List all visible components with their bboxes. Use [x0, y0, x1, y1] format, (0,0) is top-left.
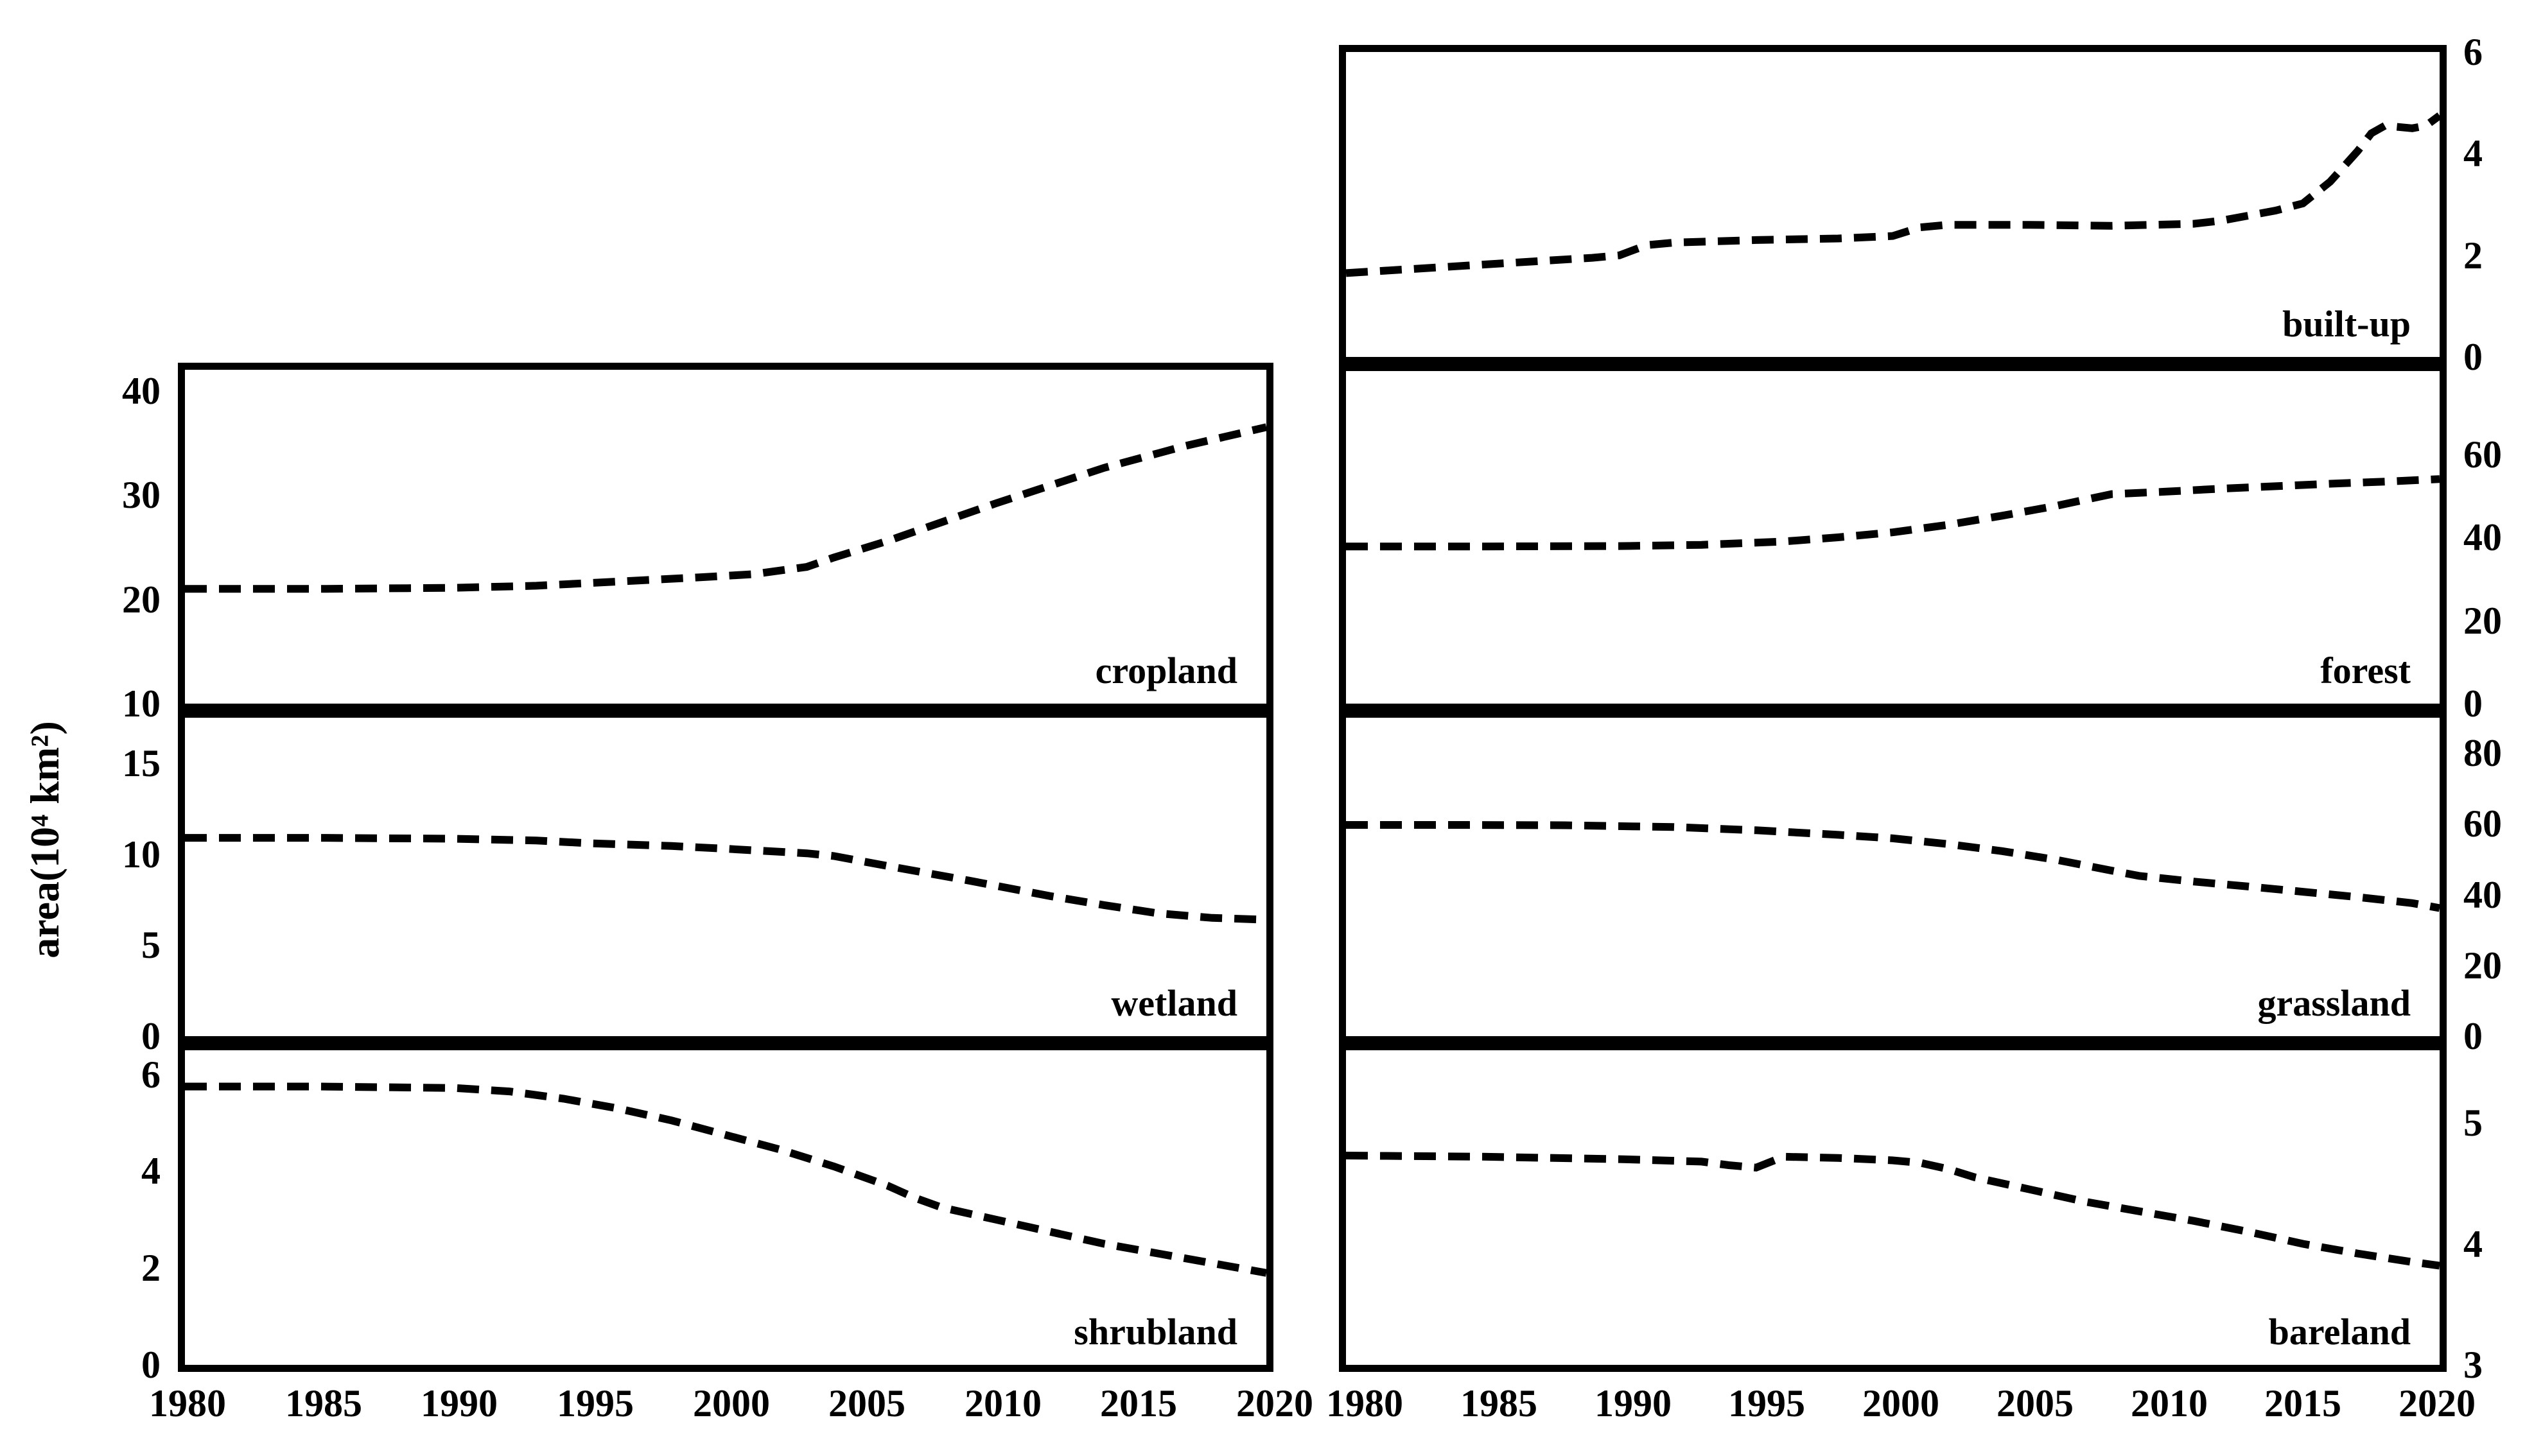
left-column-x-tick-label: 1980 [149, 1382, 226, 1425]
panel-shrubland: shrubland [178, 1043, 1273, 1372]
grassland-y-tick-label: 0 [2463, 1015, 2483, 1057]
wetland-y-tick-label: 15 [122, 742, 161, 784]
cropland-y-tick-label: 20 [122, 578, 161, 621]
built-up-y-tick-label: 2 [2463, 234, 2483, 277]
panel-label-bareland: bareland [2268, 1311, 2411, 1353]
grassland-y-tick-label: 60 [2463, 802, 2502, 845]
left-column-x-tick-label: 1995 [557, 1382, 634, 1425]
cropland-series-line [185, 423, 1266, 593]
left-column-x-tick-label: 2015 [1100, 1382, 1177, 1425]
right-column-x-tick-label: 2020 [2399, 1382, 2476, 1425]
wetland-series-line [185, 834, 1266, 924]
panel-label-shrubland: shrubland [1074, 1311, 1237, 1353]
forest-y-tick-label: 40 [2463, 516, 2502, 559]
panel-label-grassland: grassland [2257, 982, 2411, 1024]
left-column-x-tick-label: 2000 [693, 1382, 770, 1425]
wetland-y-tick-label: 0 [141, 1015, 161, 1057]
right-column-x-tick-label: 1980 [1326, 1382, 1403, 1425]
built-up-y-tick-label: 6 [2463, 31, 2483, 73]
built-up-line-chart [1346, 112, 2440, 277]
shrubland-y-tick-label: 0 [141, 1344, 161, 1386]
wetland-y-tick-label: 5 [141, 924, 161, 966]
grassland-y-tick-label: 80 [2463, 732, 2502, 774]
shrubland-line-chart [185, 1082, 1266, 1277]
right-column-x-tick-label: 1990 [1595, 1382, 1672, 1425]
left-column-x-tick-label: 2010 [965, 1382, 1042, 1425]
panel-forest: forest [1339, 364, 2447, 711]
panel-built-up: built-up [1339, 45, 2447, 364]
right-column-x-tick-label: 1985 [1460, 1382, 1537, 1425]
panel-grassland: grassland [1339, 711, 2447, 1043]
wetland-line-chart [185, 834, 1266, 924]
panel-label-forest: forest [2320, 650, 2411, 691]
bareland-y-tick-label: 3 [2463, 1344, 2483, 1386]
shrubland-y-tick-label: 4 [141, 1150, 161, 1192]
panel-label-built-up: built-up [2282, 303, 2411, 345]
panel-cropland: cropland [178, 363, 1273, 711]
forest-line-chart [1346, 475, 2440, 551]
left-column-x-tick-label: 2020 [1236, 1382, 1313, 1425]
panel-label-cropland: cropland [1095, 650, 1237, 691]
panel-bareland: bareland [1339, 1043, 2447, 1372]
left-column-x-tick-label: 2005 [828, 1382, 905, 1425]
panel-label-wetland: wetland [1111, 982, 1237, 1024]
right-column-x-tick-label: 2010 [2131, 1382, 2208, 1425]
panel-wetland: wetland [178, 711, 1273, 1043]
bareland-y-tick-label: 5 [2463, 1102, 2483, 1144]
shrubland-y-tick-label: 6 [141, 1053, 161, 1096]
cropland-line-chart [185, 423, 1266, 593]
built-up-y-tick-label: 0 [2463, 336, 2483, 378]
right-column-x-tick-label: 2000 [1862, 1382, 1939, 1425]
shrubland-series-line [185, 1082, 1266, 1277]
forest-y-tick-label: 0 [2463, 682, 2483, 725]
shrubland-y-tick-label: 2 [141, 1247, 161, 1289]
grassland-series-line [1346, 821, 2440, 912]
wetland-y-tick-label: 10 [122, 833, 161, 876]
cropland-y-tick-label: 40 [122, 370, 161, 412]
forest-y-tick-label: 20 [2463, 600, 2502, 642]
built-up-series-line [1346, 112, 2440, 277]
left-column-x-tick-label: 1985 [285, 1382, 362, 1425]
built-up-y-tick-label: 4 [2463, 132, 2483, 175]
right-column-x-tick-label: 1995 [1728, 1382, 1805, 1425]
grassland-line-chart [1346, 821, 2440, 912]
grassland-y-tick-label: 20 [2463, 944, 2502, 987]
grassland-y-tick-label: 40 [2463, 874, 2502, 916]
cropland-y-tick-label: 10 [122, 682, 161, 725]
bareland-series-line [1346, 1152, 2440, 1270]
forest-y-tick-label: 60 [2463, 433, 2502, 476]
cropland-y-tick-label: 30 [122, 474, 161, 516]
left-column-x-tick-label: 1990 [421, 1382, 498, 1425]
bareland-y-tick-label: 4 [2463, 1223, 2483, 1265]
right-column-x-tick-label: 2005 [1997, 1382, 2074, 1425]
right-column-x-tick-label: 2015 [2264, 1382, 2341, 1425]
forest-series-line [1346, 475, 2440, 551]
